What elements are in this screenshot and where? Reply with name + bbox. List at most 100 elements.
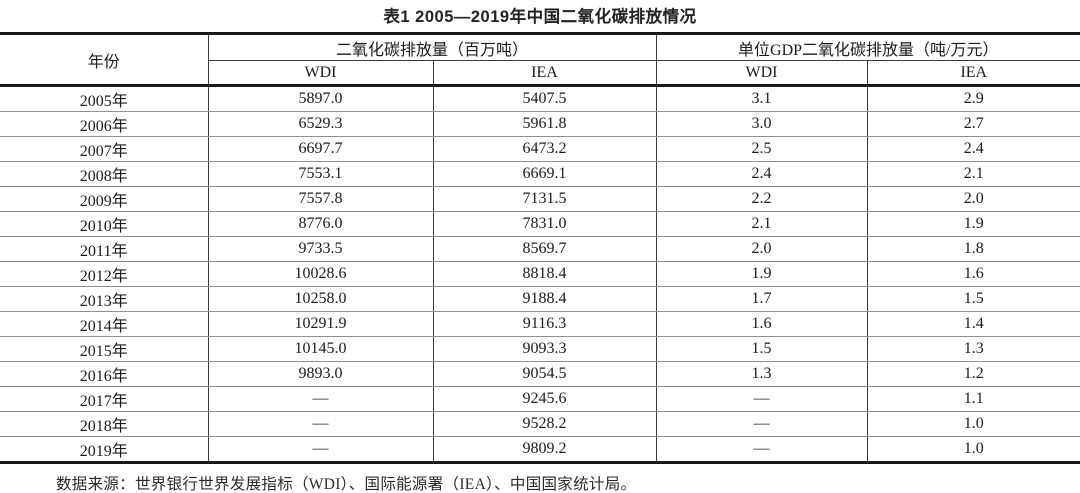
gdp-wdi-cell: 2.2 [655, 186, 868, 212]
year-cell: 2010年 [0, 211, 208, 237]
co2-iea-cell: 8818.4 [432, 261, 657, 287]
gdp-wdi-cell: 1.3 [655, 361, 868, 387]
co2-iea-cell: 8569.7 [432, 236, 657, 262]
table-row: 2012年 10028.6 8818.4 1.9 1.6 [0, 261, 1080, 287]
co2-wdi-cell: 10258.0 [207, 286, 433, 312]
gdp-wdi-cell: 1.5 [655, 336, 868, 362]
header-sub-row: WDI IEA WDI IEA [0, 60, 1080, 87]
co2-wdi-cell: — [207, 411, 433, 437]
gdp-iea-cell: 2.0 [866, 186, 1080, 212]
gdp-wdi-cell: 2.0 [655, 236, 868, 262]
co2-wdi-column-header: WDI [208, 60, 433, 87]
gdp-iea-column-header: IEA [866, 60, 1080, 87]
gdp-iea-cell: 1.8 [866, 236, 1080, 262]
co2-wdi-cell: 7553.1 [207, 161, 433, 187]
gdp-wdi-cell: 1.9 [655, 261, 868, 287]
table-row: 2005年 5897.0 5407.5 3.1 2.9 [0, 85, 1080, 112]
gdp-iea-cell: 1.5 [866, 286, 1080, 312]
table-row: 2019年 —9809.2—1.0 [0, 436, 1080, 463]
table-row: 2006年 6529.3 5961.8 3.0 2.7 [0, 111, 1080, 137]
co2-wdi-cell: 7557.8 [207, 186, 433, 212]
co2-wdi-cell: 6697.7 [207, 136, 433, 162]
gdp-wdi-cell: 3.1 [655, 85, 868, 112]
year-cell: 2012年 [0, 261, 208, 287]
gdp-iea-cell: 2.7 [866, 111, 1080, 137]
year-column-header: 年份 [0, 33, 209, 87]
co2-wdi-cell: — [207, 436, 433, 463]
gdp-wdi-cell: — [655, 436, 868, 463]
co2-iea-cell: 9188.4 [432, 286, 657, 312]
gdp-iea-cell: 1.0 [866, 411, 1080, 437]
gdp-iea-cell: 1.4 [866, 311, 1080, 337]
gdp-wdi-cell: 2.5 [655, 136, 868, 162]
year-cell: 2016年 [0, 361, 208, 387]
gdp-wdi-cell: — [655, 411, 868, 437]
co2-iea-column-header: IEA [432, 60, 657, 87]
year-cell: 2005年 [0, 85, 208, 112]
co2-iea-cell: 9809.2 [432, 436, 657, 463]
year-cell: 2006年 [0, 111, 208, 137]
gdp-wdi-cell: 1.6 [655, 311, 868, 337]
co2-iea-cell: 5407.5 [432, 85, 657, 112]
year-cell: 2008年 [0, 161, 208, 187]
gdp-iea-cell: 2.4 [866, 136, 1080, 162]
table-row: 2017年 —9245.6—1.1 [0, 386, 1080, 412]
year-cell: 2011年 [0, 236, 208, 262]
gdp-iea-cell: 1.2 [866, 361, 1080, 387]
table-row: 2011年 9733.5 8569.7 2.0 1.8 [0, 236, 1080, 262]
gdp-iea-cell: 1.6 [866, 261, 1080, 287]
gdp-iea-cell: 1.3 [866, 336, 1080, 362]
table-row: 2009年 7557.8 7131.5 2.2 2.0 [0, 186, 1080, 212]
year-cell: 2019年 [79, 443, 128, 460]
co2-wdi-cell: 10145.0 [207, 336, 433, 362]
year-cell: 2013年 [0, 286, 208, 312]
co2-wdi-cell: 9733.5 [207, 236, 433, 262]
table-row: 2018年 —9528.2—1.0 [0, 411, 1080, 437]
co2-wdi-cell: 5897.0 [207, 85, 433, 112]
table-header: 年份 二氧化碳排放量（百万吨） 单位GDP二氧化碳排放量（吨/万元） WDI I… [0, 33, 1080, 87]
co2-iea-cell: 9528.2 [432, 411, 657, 437]
table-row: 2014年 10291.9 9116.3 1.6 1.4 [0, 311, 1080, 337]
co2-wdi-cell: 9893.0 [207, 361, 433, 387]
year-cell: 2015年 [0, 336, 208, 362]
header-group-row: 年份 二氧化碳排放量（百万吨） 单位GDP二氧化碳排放量（吨/万元） [0, 33, 1080, 87]
co2-iea-cell: 9245.6 [432, 386, 657, 412]
table-row: 2016年 9893.0 9054.5 1.3 1.2 [0, 361, 1080, 387]
gdp-iea-cell: 2.1 [866, 161, 1080, 187]
year-cell: 2018年 [0, 411, 208, 437]
co2-iea-cell: 7831.0 [432, 211, 657, 237]
gdp-iea-cell: 2.9 [866, 85, 1080, 112]
table-row: 2010年 8776.0 7831.0 2.1 1.9 [0, 211, 1080, 237]
gdp-wdi-cell: 2.4 [655, 161, 868, 187]
co2-iea-cell: 9054.5 [432, 361, 657, 387]
gdp-wdi-cell: 3.0 [655, 111, 868, 137]
co2-wdi-cell: 8776.0 [207, 211, 433, 237]
gdp-iea-cell: 1.0 [866, 436, 1080, 463]
co2-iea-cell: 7131.5 [432, 186, 657, 212]
year-cell: 2007年 [0, 136, 208, 162]
gdp-iea-cell: 1.1 [866, 386, 1080, 412]
emissions-table: 年份 二氧化碳排放量（百万吨） 单位GDP二氧化碳排放量（吨/万元） WDI I… [0, 32, 1080, 464]
co2-wdi-cell: 6529.3 [207, 111, 433, 137]
gdp-wdi-column-header: WDI [655, 60, 868, 87]
table-title: 表1 2005—2019年中国二氧化碳排放情况 [383, 8, 697, 26]
co2-wdi-cell: 10291.9 [207, 311, 433, 337]
gdp-intensity-group-header: 单位GDP二氧化碳排放量（吨/万元） [655, 33, 1080, 61]
co2-iea-cell: 9116.3 [432, 311, 657, 337]
co2-iea-cell: 5961.8 [432, 111, 657, 137]
table-row: 2007年 6697.7 6473.2 2.5 2.4 [0, 136, 1080, 162]
gdp-wdi-cell: — [655, 386, 868, 412]
co2-wdi-cell: 10028.6 [207, 261, 433, 287]
co2-wdi-cell: — [207, 386, 433, 412]
year-cell: 2009年 [0, 186, 208, 212]
co2-emissions-group-header: 二氧化碳排放量（百万吨） [208, 33, 657, 61]
gdp-iea-cell: 1.9 [866, 211, 1080, 237]
table-row: 2013年 10258.0 9188.4 1.7 1.5 [0, 286, 1080, 312]
co2-iea-cell: 6669.1 [432, 161, 657, 187]
year-cell: 2017年 [0, 386, 208, 412]
gdp-wdi-cell: 2.1 [655, 211, 868, 237]
co2-iea-cell: 6473.2 [432, 136, 657, 162]
data-source-note: 数据来源：世界银行世界发展指标（WDI）、国际能源署（IEA）、中国国家统计局。 [56, 476, 637, 493]
table-body: 2005年 5897.0 5407.5 3.1 2.9 2006年 6529.3 5961.8… [0, 85, 1080, 463]
